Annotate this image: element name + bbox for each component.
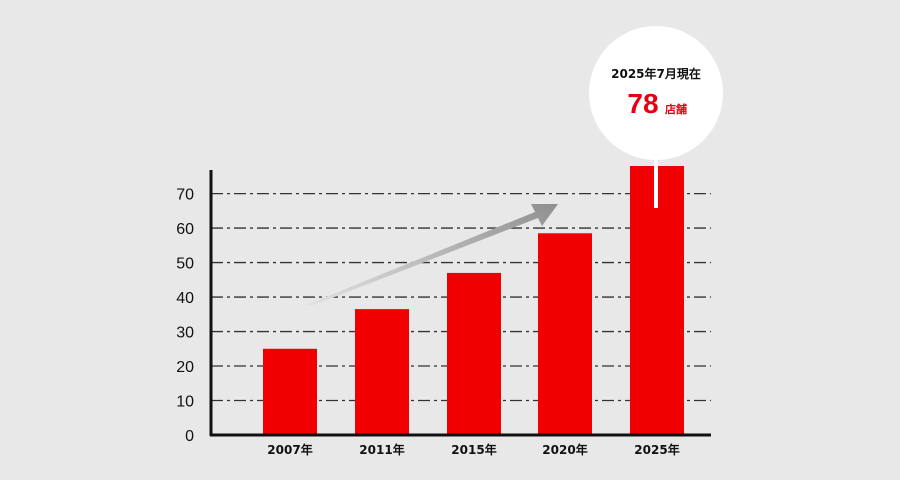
x-category-label: 2025年	[634, 442, 679, 457]
callout-date-label: 2025年7月現在	[611, 66, 701, 81]
x-category-label: 2015年	[451, 442, 496, 457]
bar-3	[538, 233, 592, 435]
grid-lines	[211, 192, 711, 402]
callout-unit-label: 店舗	[665, 102, 687, 116]
x-category-label: 2007年	[267, 442, 312, 457]
y-tick-label: 60	[176, 221, 194, 238]
callout-pointer	[654, 150, 658, 208]
x-axis-category-labels: 2007年 2011年 2015年 2020年 2025年	[267, 442, 679, 457]
bar-1	[355, 309, 409, 435]
trend-arrow-icon	[306, 204, 558, 305]
x-category-label: 2020年	[542, 442, 587, 457]
bar-4	[630, 166, 684, 435]
bar-2	[447, 272, 501, 435]
y-tick-label: 30	[176, 325, 194, 342]
callout-circle	[589, 26, 723, 160]
y-tick-label: 70	[176, 187, 194, 204]
y-tick-label: 10	[176, 394, 194, 411]
y-tick-label: 20	[176, 359, 194, 376]
y-tick-label: 0	[185, 428, 194, 445]
y-axis-tick-labels: 0 10 20 30 40 50 60 70	[176, 187, 194, 445]
callout-bubble: 2025年7月現在 78 店舗	[589, 26, 723, 208]
x-category-label: 2011年	[359, 442, 404, 457]
bars	[263, 166, 684, 435]
y-tick-label: 40	[176, 290, 194, 307]
bar-0	[263, 348, 317, 435]
y-tick-label: 50	[176, 256, 194, 273]
callout-value-label: 78	[627, 88, 658, 119]
